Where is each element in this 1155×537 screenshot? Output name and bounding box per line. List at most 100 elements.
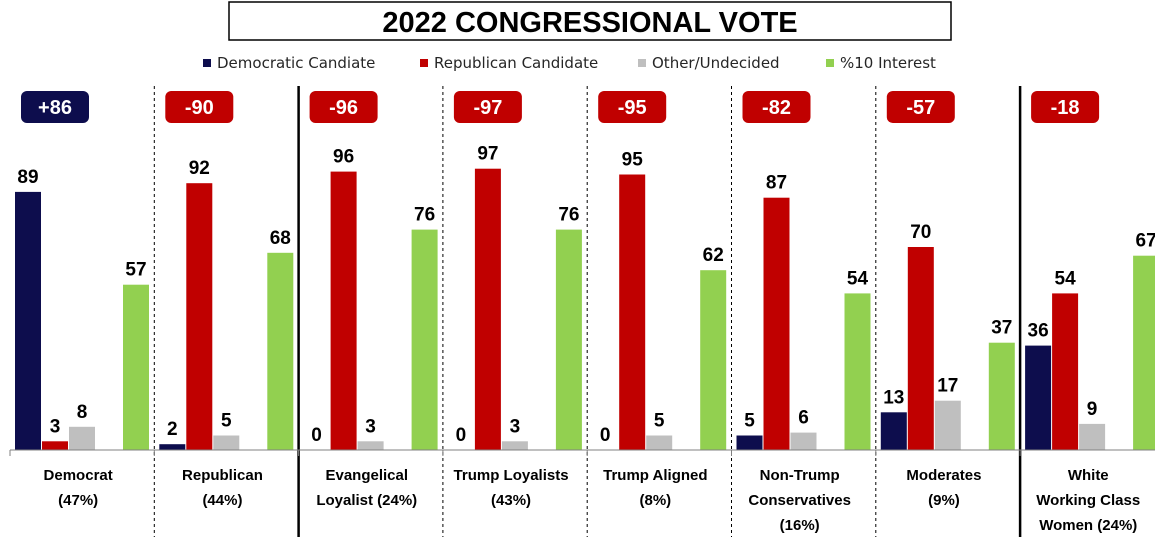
value-label: 57 <box>125 260 146 281</box>
title-border <box>228 1 952 41</box>
value-label: 62 <box>703 245 724 266</box>
value-label: 0 <box>600 425 611 446</box>
value-label: 6 <box>798 408 809 429</box>
legend-label: %10 Interest <box>840 54 936 72</box>
value-label: 2 <box>167 419 178 440</box>
margin-badge-label: -97 <box>473 97 502 119</box>
value-label: 76 <box>558 205 579 226</box>
margin-badge <box>742 91 811 123</box>
bar <box>736 435 763 450</box>
bar <box>763 197 790 450</box>
legend-swatch <box>638 59 646 67</box>
value-label: 0 <box>456 425 467 446</box>
value-label: 96 <box>333 147 354 168</box>
value-label: 92 <box>189 158 210 179</box>
category-label: (47%) <box>58 492 98 509</box>
value-labels: 89 2 0 0 0 5 13 36 3 92 96 97 95 87 70 54 8 5 3 3 5 6 17 9 57 68 7… <box>17 144 1155 446</box>
bar <box>474 168 501 450</box>
margin-badge-label: -18 <box>1051 97 1080 119</box>
margin-badge <box>453 91 522 123</box>
value-label: 76 <box>414 205 435 226</box>
category-label: Trump Loyalists <box>454 467 569 484</box>
value-label: 5 <box>221 411 232 432</box>
bar <box>555 229 582 450</box>
value-label: 68 <box>270 228 291 249</box>
category-label: (8%) <box>640 492 672 509</box>
category-label: Trump Aligned <box>603 467 707 484</box>
bar <box>907 247 934 450</box>
bar <box>69 426 95 450</box>
category-label: Loyalist (24%) <box>316 492 417 509</box>
legend-swatch <box>420 59 428 67</box>
bar <box>646 435 673 450</box>
value-label: 8 <box>77 402 88 423</box>
legend-label: Other/Undecided <box>652 54 780 72</box>
bar <box>880 412 907 450</box>
margin-badge-label: -57 <box>906 97 935 119</box>
bar <box>700 270 727 450</box>
bar <box>186 183 213 450</box>
bar <box>123 284 149 450</box>
value-label: 3 <box>365 416 376 437</box>
category-label: (44%) <box>202 492 242 509</box>
bar <box>619 174 646 450</box>
bar <box>934 400 961 450</box>
x-axis-ticks <box>9 450 1021 456</box>
legend-label: Republican Candidate <box>434 54 598 72</box>
value-label: 36 <box>1028 321 1049 342</box>
margin-badge-label: +86 <box>38 97 72 119</box>
bar <box>501 441 528 450</box>
category-label: Moderates <box>906 467 981 484</box>
category-label: Working Class <box>1036 492 1140 509</box>
value-label: 3 <box>50 416 61 437</box>
value-label: 54 <box>847 268 869 289</box>
margin-badge-label: -82 <box>762 97 791 119</box>
bar <box>357 441 384 450</box>
margin-badge-label: -90 <box>185 97 214 119</box>
bar <box>844 293 871 450</box>
category-label: Non-Trump <box>760 467 840 484</box>
value-label: 95 <box>622 150 644 171</box>
bar <box>330 171 357 450</box>
bar <box>1079 423 1106 450</box>
category-label: Women (24%) <box>1039 517 1137 534</box>
value-label: 3 <box>510 416 521 437</box>
category-label: (16%) <box>780 517 820 534</box>
category-label: Evangelical <box>325 467 408 484</box>
legend: Democratic Candiate Republican Candidate O… <box>203 54 936 72</box>
value-label: 13 <box>883 387 904 408</box>
legend-label: Democratic Candiate <box>217 54 375 72</box>
value-label: 9 <box>1087 399 1098 420</box>
value-label: 5 <box>654 411 665 432</box>
value-label: 37 <box>991 318 1012 339</box>
group-dividers <box>153 86 1022 537</box>
category-label: (9%) <box>928 492 960 509</box>
margin-badge-label: -95 <box>618 97 647 119</box>
bar <box>15 191 41 450</box>
value-label: 17 <box>937 376 958 397</box>
bar <box>42 441 68 450</box>
legend-swatch <box>826 59 834 67</box>
margin-badge <box>21 91 89 123</box>
category-label: Republican <box>182 467 263 484</box>
value-label: 87 <box>766 173 787 194</box>
margin-badge <box>886 91 955 123</box>
value-label: 67 <box>1136 231 1155 252</box>
chart-title-box: 2022 CONGRESSIONAL VOTE <box>228 1 952 41</box>
margin-badge-label: -96 <box>329 97 358 119</box>
bar <box>267 252 294 450</box>
bar <box>159 444 186 450</box>
value-label: 54 <box>1055 268 1077 289</box>
bar <box>1133 255 1155 450</box>
margin-badge <box>598 91 667 123</box>
category-label: Democrat <box>44 467 113 484</box>
margin-badges: +86 -90 -96 -97 -95 -82 -57 -18 <box>21 91 1100 123</box>
legend-swatch <box>203 59 211 67</box>
bar <box>411 229 438 450</box>
bars <box>15 168 1155 450</box>
margin-badge <box>165 91 234 123</box>
value-label: 5 <box>744 411 755 432</box>
margin-badge <box>1031 91 1100 123</box>
category-label: (43%) <box>491 492 531 509</box>
